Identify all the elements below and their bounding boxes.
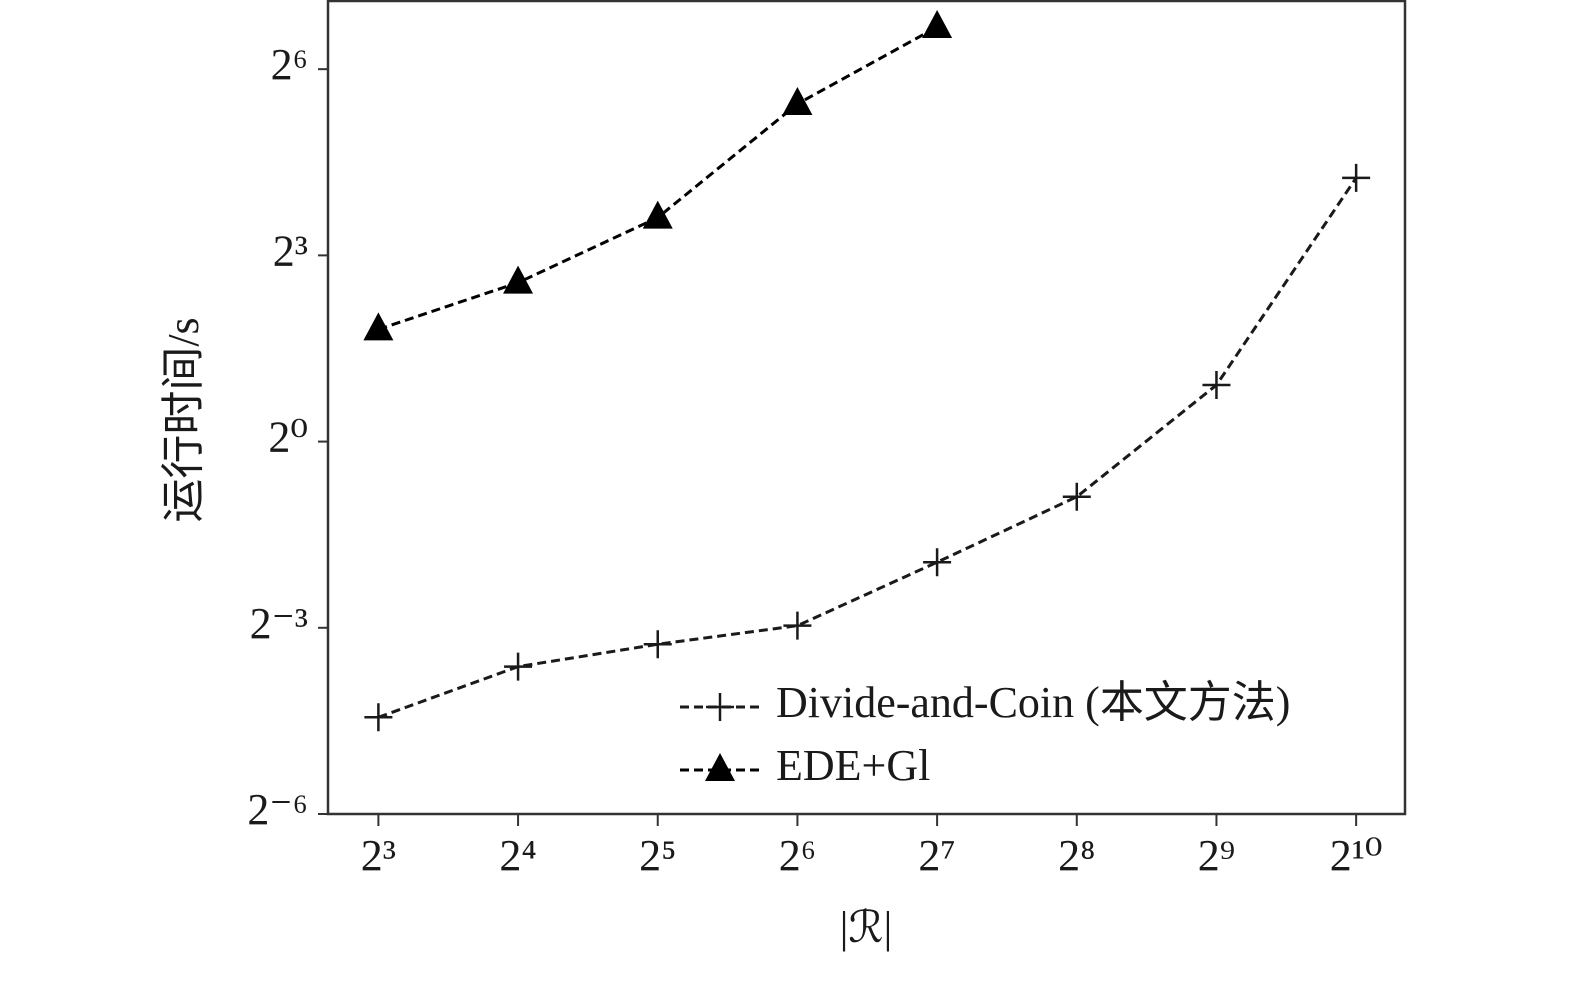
x-tick-label: 2⁶ xyxy=(779,831,816,880)
data-point xyxy=(923,548,952,577)
x-tick-label: 2⁹ xyxy=(1198,831,1235,880)
y-axis-label: 运行时间/s xyxy=(159,317,208,522)
data-point xyxy=(1202,371,1231,400)
y-tick-label: 2⁻⁶ xyxy=(247,785,308,834)
legend-label: EDE+Gl xyxy=(776,741,930,790)
data-point xyxy=(364,703,393,732)
x-tick-label: 2³ xyxy=(361,831,396,880)
x-tick-label: 2⁴ xyxy=(499,831,536,880)
x-axis-label: |ℛ| xyxy=(840,903,893,952)
y-tick-label: 2⁶ xyxy=(271,40,308,89)
data-point xyxy=(643,630,672,659)
data-point xyxy=(922,9,953,38)
data-point xyxy=(783,611,812,640)
legend-label: Divide-and-Coin (本文方法) xyxy=(776,678,1290,727)
x-tick-label: 2⁸ xyxy=(1058,831,1095,880)
data-point xyxy=(363,312,394,341)
data-point xyxy=(503,265,534,294)
data-point xyxy=(504,652,533,681)
y-tick-label: 2⁻³ xyxy=(250,599,308,648)
y-tick-label: 2³ xyxy=(273,226,308,275)
data-point xyxy=(1062,482,1091,511)
legend-marker xyxy=(705,753,735,781)
data-point xyxy=(642,200,673,229)
data-point xyxy=(782,86,813,115)
series-line xyxy=(377,177,1358,719)
legend-marker xyxy=(706,693,734,721)
series-line xyxy=(377,25,938,331)
plot-frame xyxy=(326,0,1407,816)
y-tick-label: 2⁰ xyxy=(268,413,308,462)
x-tick-label: 2¹⁰ xyxy=(1330,831,1383,880)
data-point xyxy=(1342,163,1371,192)
x-tick-label: 2⁷ xyxy=(918,831,955,880)
x-tick-label: 2⁵ xyxy=(639,831,676,880)
